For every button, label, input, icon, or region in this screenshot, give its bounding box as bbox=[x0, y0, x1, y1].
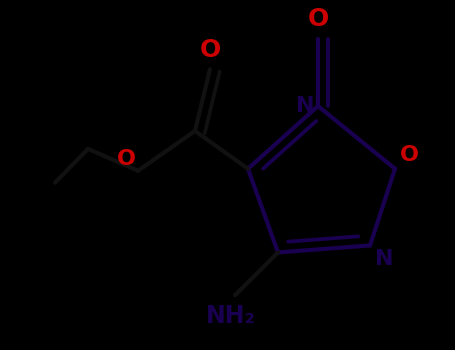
Text: NH₂: NH₂ bbox=[206, 304, 255, 328]
Text: O: O bbox=[199, 37, 221, 62]
Text: O: O bbox=[399, 145, 419, 165]
Text: N: N bbox=[296, 96, 314, 116]
Text: O: O bbox=[308, 7, 329, 30]
Text: N: N bbox=[374, 249, 393, 269]
Text: O: O bbox=[117, 149, 136, 169]
